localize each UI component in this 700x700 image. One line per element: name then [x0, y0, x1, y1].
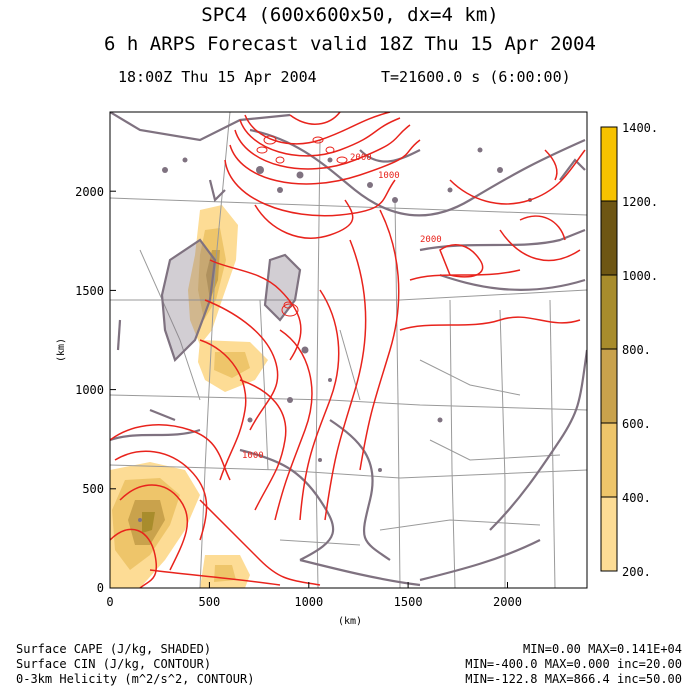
map-plot: 1000 2000 1000 2000 — [110, 112, 587, 588]
colorbar-segment — [601, 423, 617, 497]
footer-helicity-label: 0-3km Helicity (m^2/s^2, CONTOUR) — [16, 672, 254, 686]
colorbar-label: 800. — [622, 343, 651, 357]
cin-speckles — [138, 147, 532, 522]
x-tick-marks — [109, 190, 508, 589]
x-tick-label: 2000 — [493, 595, 522, 609]
x-tick-label: 1000 — [294, 595, 323, 609]
valid-time-label: 18:00Z Thu 15 Apr 2004 — [118, 68, 317, 86]
colorbar-segment — [601, 275, 617, 349]
footer-cin-range: MIN=-400.0 MAX=0.000 inc=20.00 — [465, 657, 682, 671]
helicity-contours — [110, 112, 586, 588]
forecast-time-label: T=21600.0 s (6:00:00) — [381, 68, 571, 86]
contour-label-group: 1000 2000 1000 2000 — [242, 153, 442, 461]
contour-label: 2000 — [420, 235, 442, 245]
colorbar-label: 200. — [622, 565, 651, 579]
title-line1: SPC4 (600x600x50, dx=4 km) — [201, 4, 499, 26]
colorbar-segment — [601, 349, 617, 423]
x-tick-label: 0 — [106, 595, 113, 609]
footer-cape-range: MIN=0.00 MAX=0.141E+04 — [523, 642, 682, 656]
colorbar: 200. 400. 600. 800. 1000. 1200. 1400. — [600, 121, 658, 579]
helicity-closed-rings — [256, 135, 348, 317]
y-tick-label: 500 — [82, 482, 104, 496]
contour-label: 1000 — [242, 451, 264, 461]
colorbar-label: 400. — [622, 491, 651, 505]
contour-label: 2000 — [350, 153, 372, 163]
contour-label: 1000 — [378, 171, 400, 181]
y-tick-label: 2000 — [75, 185, 104, 199]
y-tick-label: 1500 — [75, 284, 104, 298]
colorbar-label: 600. — [622, 417, 651, 431]
y-axis-unit: (km) — [56, 338, 67, 362]
x-tick-label: 1500 — [394, 595, 423, 609]
x-tick-label: 500 — [199, 595, 221, 609]
footer-cin-label: Surface CIN (J/kg, CONTOUR) — [16, 657, 211, 671]
colorbar-segment — [601, 201, 617, 275]
colorbar-segment — [601, 497, 617, 571]
colorbar-segment — [601, 127, 617, 201]
y-tick-label: 1000 — [75, 383, 104, 397]
x-axis-unit: (km) — [338, 616, 362, 627]
title-line2: 6 h ARPS Forecast valid 18Z Thu 15 Apr 2… — [104, 33, 596, 55]
y-tick-label: 0 — [97, 581, 104, 595]
footer-cape-label: Surface CAPE (J/kg, SHADED) — [16, 642, 211, 656]
colorbar-label: 1200. — [622, 195, 658, 209]
plot-frame — [109, 111, 588, 589]
colorbar-label: 1400. — [622, 121, 658, 135]
footer-legend: Surface CAPE (J/kg, SHADED) MIN=0.00 MAX… — [16, 642, 682, 686]
footer-helicity-range: MIN=-122.8 MAX=866.4 inc=50.00 — [465, 672, 682, 686]
colorbar-label: 1000. — [622, 269, 658, 283]
